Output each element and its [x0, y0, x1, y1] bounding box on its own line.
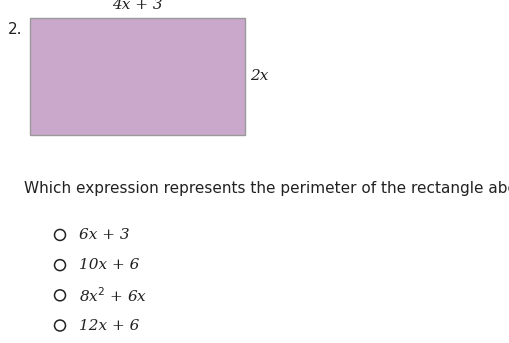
- Text: 6x + 3: 6x + 3: [79, 228, 129, 242]
- Text: 8x$^2$ + 6x: 8x$^2$ + 6x: [79, 286, 147, 305]
- Text: 10x + 6: 10x + 6: [79, 258, 139, 272]
- Bar: [30, 18, 244, 135]
- Text: 2x: 2x: [249, 70, 268, 83]
- Text: 12x + 6: 12x + 6: [79, 319, 139, 332]
- Text: 2.: 2.: [8, 22, 22, 37]
- Text: Which expression represents the perimeter of the rectangle above?: Which expression represents the perimete…: [24, 180, 509, 196]
- Text: 4x + 3: 4x + 3: [112, 0, 162, 12]
